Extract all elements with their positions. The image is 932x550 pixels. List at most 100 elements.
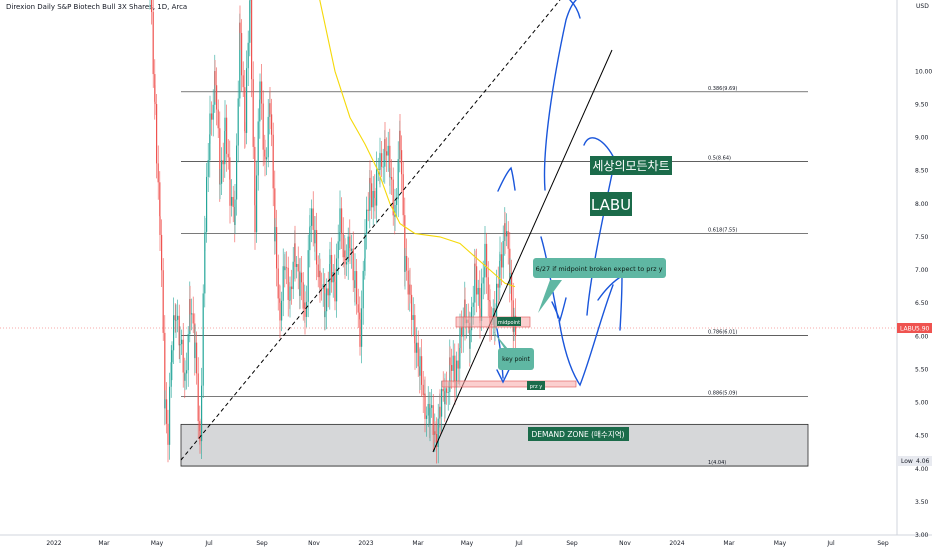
fib-label: 0.886(5.09) — [708, 391, 737, 397]
candle-body — [239, 22, 241, 99]
candle-body — [372, 190, 374, 208]
ticker-label-bg — [590, 192, 632, 216]
candle-body — [209, 134, 211, 161]
candle-body — [281, 300, 283, 321]
candle-body — [344, 250, 346, 265]
candle-body — [192, 313, 194, 324]
candle-body — [316, 230, 318, 265]
time-tick-label: Jul — [204, 540, 213, 547]
candle-body — [456, 360, 458, 388]
candle-body — [244, 131, 246, 133]
candle-body — [416, 342, 418, 353]
candle-body — [474, 263, 476, 267]
candle-body — [447, 391, 449, 393]
candle-body — [261, 81, 263, 104]
candle-body — [436, 434, 438, 447]
candle-body — [178, 315, 180, 346]
time-tick-label: Jul — [514, 540, 523, 547]
candle-body — [314, 230, 316, 244]
candle-body — [426, 415, 428, 419]
fib-label: 0.618(7.55) — [708, 228, 737, 234]
demand-zone-label: DEMAND ZONE (매수지역) — [531, 429, 624, 439]
candle-body — [489, 301, 491, 325]
demand-zone-label-bg — [528, 427, 629, 441]
candle-body — [259, 81, 261, 100]
candle-body — [321, 288, 323, 290]
price-tick-label: 9.00 — [915, 135, 929, 142]
candle-body — [334, 281, 336, 302]
candle-body — [199, 430, 201, 442]
candle-body — [376, 169, 378, 206]
candle-body — [341, 208, 343, 234]
candle-body — [162, 270, 164, 333]
candle-body — [502, 241, 504, 268]
candle-body — [244, 87, 246, 132]
price-tick-label: 4.00 — [915, 466, 929, 473]
low-label: Low — [901, 458, 913, 465]
candle-body — [254, 146, 256, 206]
candle-body — [402, 174, 404, 216]
candle-body — [242, 75, 244, 88]
candle-body — [239, 22, 241, 34]
candle-body — [259, 99, 261, 122]
candle-body — [226, 117, 228, 154]
candle-body — [309, 227, 311, 251]
candle-body — [282, 266, 284, 301]
prz-zone — [441, 380, 577, 388]
candle-body — [394, 205, 396, 217]
time-tick-label: Sep — [877, 540, 889, 547]
candle-body — [371, 183, 373, 208]
solid-trendline — [432, 49, 613, 453]
candle-body — [234, 199, 236, 225]
candle-body — [422, 384, 424, 396]
candle-body — [157, 163, 159, 183]
candle-body — [191, 313, 193, 315]
candle-body — [212, 104, 214, 120]
time-tick-label: Sep — [566, 540, 578, 547]
candle-body — [446, 388, 448, 393]
candle-body — [336, 258, 338, 302]
candle-body — [181, 339, 183, 345]
candle-body — [267, 116, 269, 158]
candle-body — [419, 356, 421, 376]
candle-body — [404, 256, 406, 272]
candle-body — [217, 109, 219, 129]
candle-body — [356, 271, 358, 305]
candle-body — [224, 130, 226, 165]
candle-body — [241, 33, 243, 76]
fib-label: 0.386(9.69) — [708, 86, 737, 92]
candle-body — [194, 342, 196, 359]
price-tick-label: 4.50 — [915, 433, 929, 440]
candle-body — [189, 298, 191, 315]
candle-body — [407, 270, 409, 295]
candle-body — [377, 168, 379, 170]
candle-body — [289, 286, 291, 301]
candle-body — [399, 130, 401, 151]
candle-body — [231, 196, 233, 206]
candle-body — [277, 268, 279, 299]
arrow-bounce — [558, 284, 614, 387]
candle-body — [312, 208, 314, 230]
price-axis: 10.00 9.50 9.00 8.50 8.00 7.50 7.00 6.50 6.00 5.5… — [915, 68, 932, 539]
fib-label: 0.786(6.01) — [708, 330, 737, 336]
candle-body — [252, 79, 254, 147]
time-tick-label: 2022 — [46, 540, 61, 547]
candle-body — [170, 362, 172, 387]
candle-body — [175, 319, 177, 321]
candle-body — [432, 405, 434, 435]
candle-body — [171, 350, 173, 363]
prz-bg — [527, 381, 545, 390]
candle-body — [339, 208, 341, 233]
candle-body — [269, 103, 271, 115]
prz-text: prz y — [530, 384, 542, 390]
candle-body — [511, 272, 513, 301]
candle-body — [211, 113, 213, 120]
candle-body — [292, 261, 294, 290]
candles — [149, 0, 517, 464]
candle-body — [382, 166, 384, 168]
candle-body — [196, 342, 198, 374]
candle-body — [497, 283, 499, 288]
candle-body — [306, 301, 308, 317]
candle-body — [294, 243, 296, 267]
